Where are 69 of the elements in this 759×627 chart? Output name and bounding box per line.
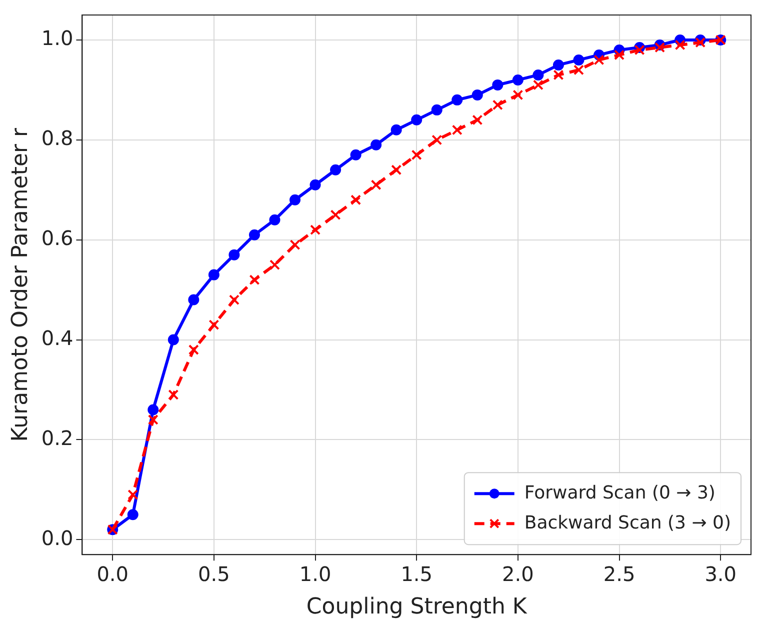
y-tick-label: 0.0 <box>41 526 74 550</box>
point <box>370 139 382 150</box>
point <box>228 294 240 306</box>
point <box>432 134 442 146</box>
x-tick-label: 1.0 <box>299 562 332 586</box>
point <box>553 70 564 80</box>
point <box>695 37 706 48</box>
point <box>472 114 483 126</box>
point <box>492 79 504 90</box>
point <box>350 194 362 206</box>
point <box>573 54 584 66</box>
point <box>411 114 422 126</box>
point <box>391 164 402 176</box>
x-tick-label: 2.5 <box>603 562 636 586</box>
point <box>552 59 564 70</box>
y-tick-label: 0.2 <box>41 426 74 450</box>
x-tick-label: 0.0 <box>96 562 129 586</box>
point <box>248 229 260 240</box>
point <box>594 54 604 66</box>
point <box>654 42 666 53</box>
legend-label: Forward Scan (0 → 3) <box>524 482 716 504</box>
point <box>573 64 584 76</box>
y-tick-label: 0.6 <box>41 226 74 250</box>
point <box>532 80 544 90</box>
point <box>512 74 524 86</box>
point <box>168 389 179 400</box>
point <box>674 40 686 50</box>
y-tick-label: 0.8 <box>41 126 74 150</box>
point <box>228 249 240 260</box>
point <box>370 180 382 190</box>
x-tick-label: 3.0 <box>704 562 737 586</box>
point <box>188 294 200 306</box>
x-tick-label: 1.5 <box>400 562 433 586</box>
point <box>208 269 220 280</box>
y-axis-title: Kuramoto Order Parameter r <box>8 126 33 442</box>
point <box>452 124 462 136</box>
point <box>492 100 503 110</box>
y-tick-label: 0.4 <box>41 326 74 350</box>
x-axis-title: Coupling Strength K <box>306 594 528 620</box>
point <box>148 404 159 416</box>
point <box>127 509 138 520</box>
y-tick-label: 1.0 <box>41 26 74 50</box>
point <box>290 240 300 250</box>
point <box>634 44 645 56</box>
point <box>148 414 158 425</box>
point <box>330 164 342 176</box>
x-tick-label: 2.0 <box>502 562 534 586</box>
point <box>472 89 483 100</box>
point <box>452 94 463 106</box>
point <box>614 50 625 60</box>
point <box>269 214 280 226</box>
point <box>431 104 442 116</box>
point <box>290 194 301 206</box>
point <box>249 274 260 286</box>
point <box>390 124 402 136</box>
point <box>128 489 138 500</box>
point <box>310 179 321 190</box>
point <box>188 344 199 355</box>
point <box>350 149 362 160</box>
legend-label: Backward Scan (3 → 0) <box>524 512 731 534</box>
point <box>330 210 341 220</box>
point <box>411 150 422 160</box>
point <box>168 334 179 346</box>
x-tick-label: 0.5 <box>198 562 230 586</box>
point <box>310 224 321 236</box>
point <box>208 320 220 330</box>
point <box>532 69 544 80</box>
point <box>512 90 524 100</box>
point <box>269 260 280 270</box>
